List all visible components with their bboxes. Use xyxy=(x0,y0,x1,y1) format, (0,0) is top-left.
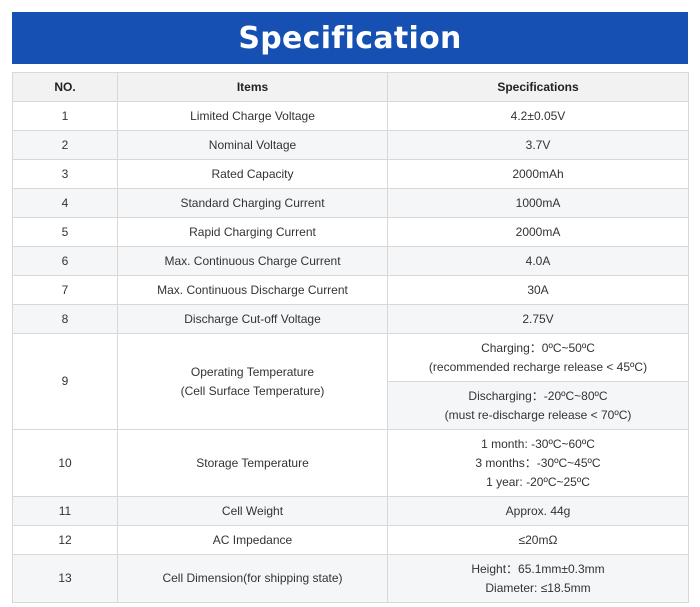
spec-line: Discharging：-20ºC~80ºC xyxy=(468,388,608,403)
table-row: 9 Operating Temperature (Cell Surface Te… xyxy=(12,333,689,430)
row-spec: ≤20mΩ xyxy=(387,525,689,555)
row-spec: 2000mA xyxy=(387,217,689,247)
row-item: Standard Charging Current xyxy=(117,188,388,218)
table-row: 7 Max. Continuous Discharge Current 30A xyxy=(12,275,689,305)
row-no: 12 xyxy=(12,525,118,555)
row-item-line: (Cell Surface Temperature) xyxy=(180,383,325,398)
row-no: 2 xyxy=(12,130,118,160)
row-item: Cell Dimension(for shipping state) xyxy=(117,554,388,603)
row-spec: 3.7V xyxy=(387,130,689,160)
row-spec: 4.2±0.05V xyxy=(387,101,689,131)
table-row: 8 Discharge Cut-off Voltage 2.75V xyxy=(12,304,689,334)
table-row: 6 Max. Continuous Charge Current 4.0A xyxy=(12,246,689,276)
table-row: 3 Rated Capacity 2000mAh xyxy=(12,159,689,189)
spec-line: (recommended recharge release < 45ºC) xyxy=(428,359,648,374)
row-spec: 1 month: -30ºC~60ºC 3 months：-30ºC~45ºC … xyxy=(387,429,689,497)
row-spec: 1000mA xyxy=(387,188,689,218)
row-item: Rapid Charging Current xyxy=(117,217,388,247)
row-item: Max. Continuous Discharge Current xyxy=(117,275,388,305)
spec-line: 1 year: -20ºC~25ºC xyxy=(486,474,590,489)
row-item: Cell Weight xyxy=(117,496,388,526)
row-no: 4 xyxy=(12,188,118,218)
row-no: 5 xyxy=(12,217,118,247)
row-spec: 2.75V xyxy=(387,304,689,334)
table-header-row: NO. Items Specifications xyxy=(12,72,689,102)
spec-table: NO. Items Specifications 1 Limited Charg… xyxy=(12,72,689,603)
row-item: Operating Temperature (Cell Surface Temp… xyxy=(117,333,388,430)
title-banner: Specification xyxy=(12,12,688,64)
spec-line: Height：65.1mm±0.3mm xyxy=(471,561,605,576)
table-row: 12 AC Impedance ≤20mΩ xyxy=(12,525,689,555)
table-row: 5 Rapid Charging Current 2000mA xyxy=(12,217,689,247)
row-no: 10 xyxy=(12,429,118,497)
table-row: Discharging：-20ºC~80ºC (must re-discharg… xyxy=(13,381,689,430)
row-spec: 30A xyxy=(387,275,689,305)
spec-line: 1 month: -30ºC~60ºC xyxy=(481,436,595,451)
row-item: Max. Continuous Charge Current xyxy=(117,246,388,276)
page-title: Specification xyxy=(238,20,462,56)
row-item: Nominal Voltage xyxy=(117,130,388,160)
table-row: 4 Standard Charging Current 1000mA xyxy=(12,188,689,218)
row-spec: 2000mAh xyxy=(387,159,689,189)
row-item: Limited Charge Voltage xyxy=(117,101,388,131)
spec-line: 3 months：-30ºC~45ºC xyxy=(475,455,601,470)
row-item: Discharge Cut-off Voltage xyxy=(117,304,388,334)
header-no: NO. xyxy=(12,72,118,102)
row-item: Storage Temperature xyxy=(117,429,388,497)
row-no: 1 xyxy=(12,101,118,131)
header-specifications: Specifications xyxy=(387,72,689,102)
row-no: 9 xyxy=(12,333,118,430)
table-row: 13 Cell Dimension(for shipping state) He… xyxy=(12,554,689,603)
row-item-line: Operating Temperature xyxy=(190,364,315,379)
spec-line: Charging：0ºC~50ºC xyxy=(481,340,595,355)
row-item: Rated Capacity xyxy=(117,159,388,189)
row-spec: Height：65.1mm±0.3mm Diameter: ≤18.5mm xyxy=(387,554,689,603)
row-no: 3 xyxy=(12,159,118,189)
row-no: 6 xyxy=(12,246,118,276)
row-spec-charging: Charging：0ºC~50ºC (recommended recharge … xyxy=(387,333,689,382)
spec-line: (must re-discharge release < 70ºC) xyxy=(444,407,632,422)
header-items: Items xyxy=(117,72,388,102)
row-spec-discharging: Discharging：-20ºC~80ºC (must re-discharg… xyxy=(387,381,689,430)
spec-line: Diameter: ≤18.5mm xyxy=(485,580,591,595)
table-row: 10 Storage Temperature 1 month: -30ºC~60… xyxy=(12,429,689,497)
row-no: 11 xyxy=(12,496,118,526)
table-row: 11 Cell Weight Approx. 44g xyxy=(12,496,689,526)
table-row: 2 Nominal Voltage 3.7V xyxy=(12,130,689,160)
row-spec: Approx. 44g xyxy=(387,496,689,526)
row-spec: 4.0A xyxy=(387,246,689,276)
row-item: AC Impedance xyxy=(117,525,388,555)
row-no: 7 xyxy=(12,275,118,305)
row-no: 8 xyxy=(12,304,118,334)
row-no: 13 xyxy=(12,554,118,603)
table-row: 1 Limited Charge Voltage 4.2±0.05V xyxy=(12,101,689,131)
